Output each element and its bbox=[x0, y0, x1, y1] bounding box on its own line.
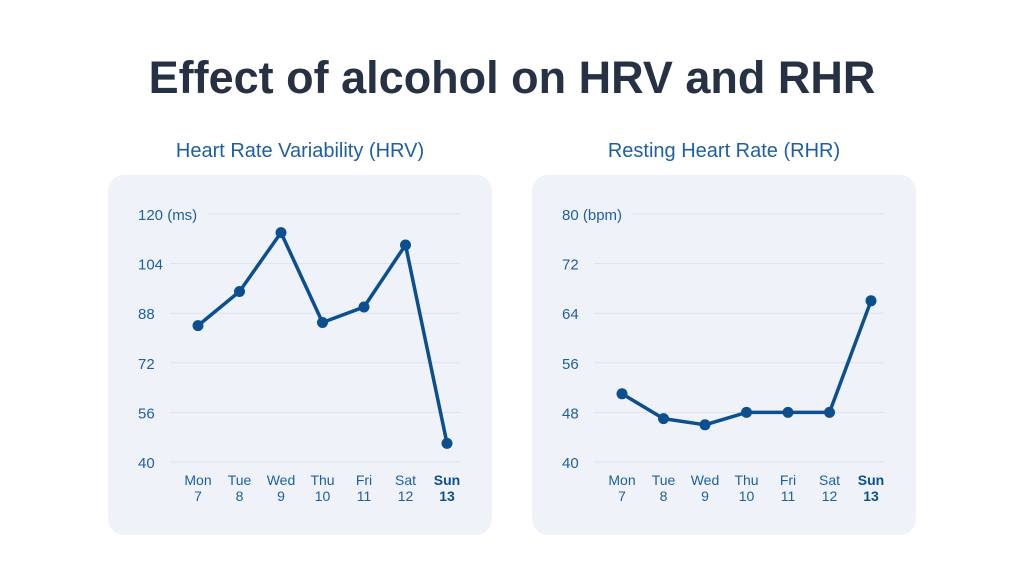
y-tick-label: 88 bbox=[138, 306, 155, 323]
x-tick-day: Sun bbox=[858, 472, 884, 488]
y-tick-label: 56 bbox=[138, 405, 155, 422]
page-title: Effect of alcohol on HRV and RHR bbox=[148, 52, 876, 103]
x-tick-day: Thu bbox=[310, 472, 334, 488]
data-point bbox=[865, 295, 877, 307]
data-point bbox=[192, 320, 204, 332]
y-tick-label: 64 bbox=[562, 306, 579, 323]
hrv-chart-title: Heart Rate Variability (HRV) bbox=[175, 140, 425, 162]
x-tick-day: Thu bbox=[734, 472, 758, 488]
x-tick-date: 9 bbox=[701, 488, 709, 504]
x-tick-date: 8 bbox=[236, 488, 244, 504]
y-tick-label: 56 bbox=[562, 356, 579, 373]
x-tick-date: 12 bbox=[398, 488, 414, 504]
x-tick-day: Tue bbox=[228, 472, 252, 488]
x-tick-day: Wed bbox=[691, 472, 720, 488]
data-point bbox=[658, 413, 669, 425]
x-tick-date: 12 bbox=[822, 488, 838, 504]
data-point bbox=[616, 388, 628, 400]
x-tick-date: 11 bbox=[357, 488, 372, 504]
y-tick-label: 120 (ms) bbox=[138, 207, 197, 224]
data-point bbox=[741, 406, 752, 418]
data-point bbox=[782, 406, 794, 418]
x-tick-day: Sat bbox=[819, 472, 840, 488]
x-tick-date: 11 bbox=[781, 488, 796, 504]
y-tick-label: 72 bbox=[138, 356, 155, 373]
rhr-chart-card: 40 48 56 64 72 80 (bpm) Mon 7 Tue 8 Wed 9 Thu 10 Fri 11… bbox=[532, 175, 916, 535]
y-tick-label: 72 bbox=[562, 257, 579, 274]
x-tick-date: 13 bbox=[439, 488, 455, 504]
x-tick-day: Sat bbox=[395, 472, 416, 488]
data-point bbox=[275, 227, 287, 239]
data-point bbox=[400, 239, 411, 251]
x-tick-date: 9 bbox=[277, 488, 285, 504]
y-tick-label: 104 bbox=[138, 257, 163, 274]
y-tick-label: 40 bbox=[562, 455, 579, 472]
x-tick-day: Fri bbox=[356, 472, 372, 488]
data-point bbox=[824, 406, 835, 418]
x-tick-date: 8 bbox=[660, 488, 668, 504]
data-point bbox=[699, 419, 711, 431]
data-point bbox=[234, 286, 245, 297]
series-line bbox=[196, 230, 449, 444]
y-tick-label: 48 bbox=[562, 405, 579, 422]
x-tick-date: 10 bbox=[315, 488, 331, 504]
data-point bbox=[441, 437, 453, 449]
data-point bbox=[358, 301, 370, 313]
x-tick-date: 7 bbox=[194, 488, 202, 504]
rhr-chart-title: Resting Heart Rate (RHR) bbox=[607, 140, 841, 162]
x-tick-date: 7 bbox=[618, 488, 626, 504]
data-point bbox=[317, 317, 328, 328]
x-tick-day: Tue bbox=[652, 472, 676, 488]
hrv-chart-card: 40 56 72 88 104 120 (ms) Mon 7 Tue 8 Wed 9 Thu 10 Fri 1… bbox=[108, 175, 492, 535]
y-tick-label: 40 bbox=[138, 455, 155, 472]
x-tick-date: 13 bbox=[863, 488, 879, 504]
x-tick-date: 10 bbox=[739, 488, 755, 504]
x-tick-day: Mon bbox=[184, 472, 211, 488]
y-tick-label: 80 (bpm) bbox=[562, 207, 622, 224]
x-tick-day: Mon bbox=[608, 472, 635, 488]
x-tick-day: Sun bbox=[434, 472, 460, 488]
x-tick-day: Wed bbox=[267, 472, 296, 488]
x-tick-day: Fri bbox=[780, 472, 796, 488]
